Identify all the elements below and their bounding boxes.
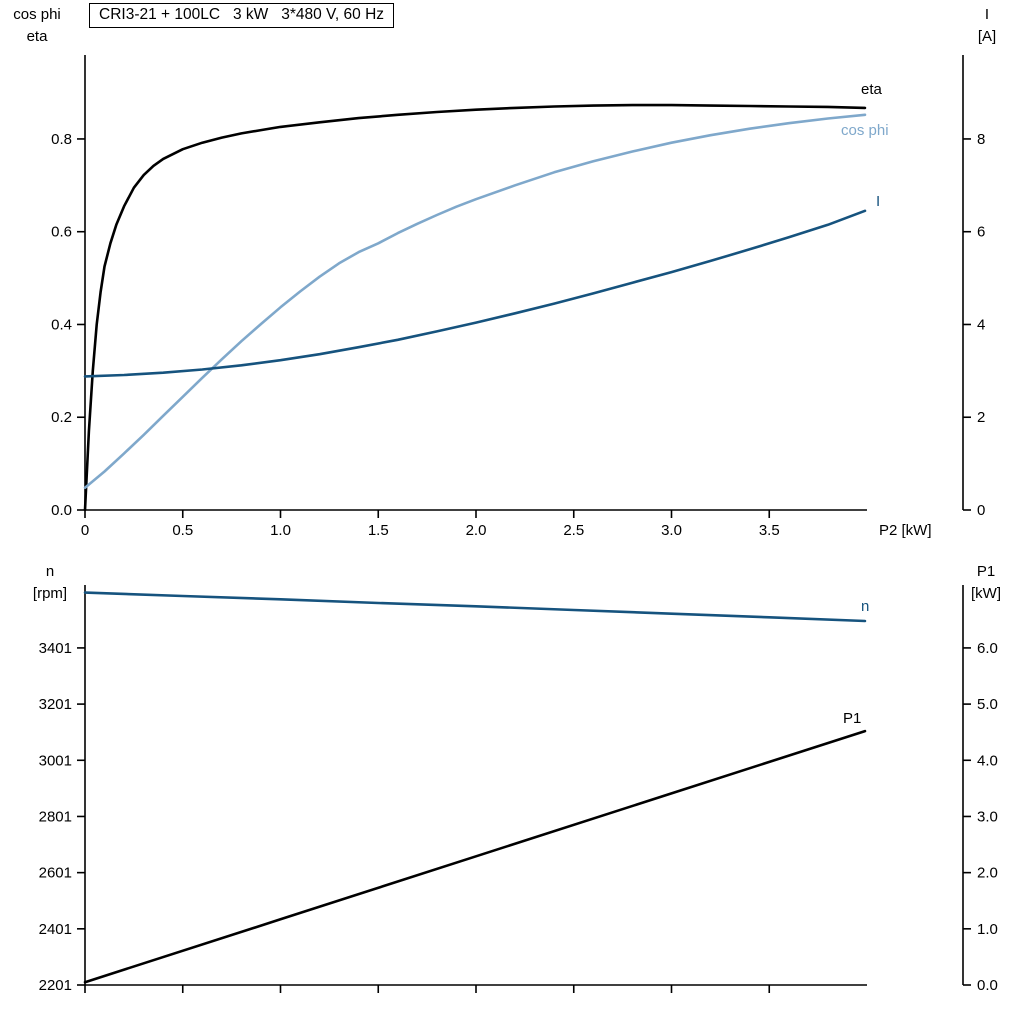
x-tick-label: 3.5	[759, 522, 780, 539]
left-axis-header-bottom: n [rpm]	[14, 561, 86, 605]
left-tick-label: 0.4	[51, 316, 72, 333]
axis-header-line: P1	[976, 563, 996, 580]
axis-header-line: I	[984, 6, 990, 23]
axis-header-line: n	[45, 563, 55, 580]
series-cos_phi-label: cos phi	[841, 122, 889, 139]
left-tick-label: 3401	[39, 640, 72, 657]
right-tick-label: 4.0	[977, 752, 998, 769]
series-n-label: n	[861, 598, 869, 615]
left-tick-label: 2601	[39, 865, 72, 882]
right-tick-label: 1.0	[977, 921, 998, 938]
left-tick-label: 0.6	[51, 224, 72, 241]
series-n-line	[83, 591, 867, 623]
x-tick-label: 3.0	[661, 522, 682, 539]
series-cos_phi-line	[83, 113, 867, 489]
axis-header-line: eta	[26, 28, 48, 45]
chart-title: CRI3-21 + 100LC 3 kW 3*480 V, 60 Hz	[89, 3, 395, 28]
right-tick-label: 2.0	[977, 865, 998, 882]
right-tick-label: 0	[977, 502, 985, 519]
left-tick-label: 0.2	[51, 409, 72, 426]
left-tick-label: 0.8	[51, 131, 72, 148]
right-tick-label: 4	[977, 316, 985, 333]
series-eta-line	[83, 103, 867, 512]
x-tick-label: 0	[81, 522, 89, 539]
left-tick-label: 2201	[39, 977, 72, 994]
series-P1-line	[83, 729, 867, 984]
series-I-label: I	[876, 193, 880, 210]
series-P1-label: P1	[843, 710, 861, 727]
left-tick-label: 2801	[39, 808, 72, 825]
right-axis-header-top: I [A]	[956, 4, 1018, 48]
left-axis-header-top: cos phi eta	[4, 4, 70, 48]
left-tick-label: 2401	[39, 921, 72, 938]
x-axis-title: P2 [kW]	[879, 522, 932, 539]
right-tick-label: 0.0	[977, 977, 998, 994]
series-I-line	[83, 209, 867, 378]
series-eta-label: eta	[861, 81, 883, 98]
right-tick-label: 3.0	[977, 808, 998, 825]
right-tick-label: 8	[977, 131, 985, 148]
left-tick-label: 3001	[39, 752, 72, 769]
right-tick-label: 2	[977, 409, 985, 426]
right-tick-label: 6	[977, 224, 985, 241]
axis-header-line: [kW]	[971, 585, 1001, 602]
right-tick-label: 5.0	[977, 696, 998, 713]
x-tick-label: 1.5	[368, 522, 389, 539]
axis-header-line: [rpm]	[32, 585, 68, 602]
x-tick-label: 2.5	[563, 522, 584, 539]
left-tick-label: 0.0	[51, 502, 72, 519]
right-tick-label: 6.0	[977, 640, 998, 657]
x-tick-label: 0.5	[172, 522, 193, 539]
axis-header-line: [A]	[977, 28, 997, 45]
left-tick-label: 3201	[39, 696, 72, 713]
x-tick-label: 1.0	[270, 522, 291, 539]
axis-header-line: cos phi	[13, 6, 61, 23]
x-tick-label: 2.0	[466, 522, 487, 539]
right-axis-header-bottom: P1 [kW]	[954, 561, 1018, 605]
